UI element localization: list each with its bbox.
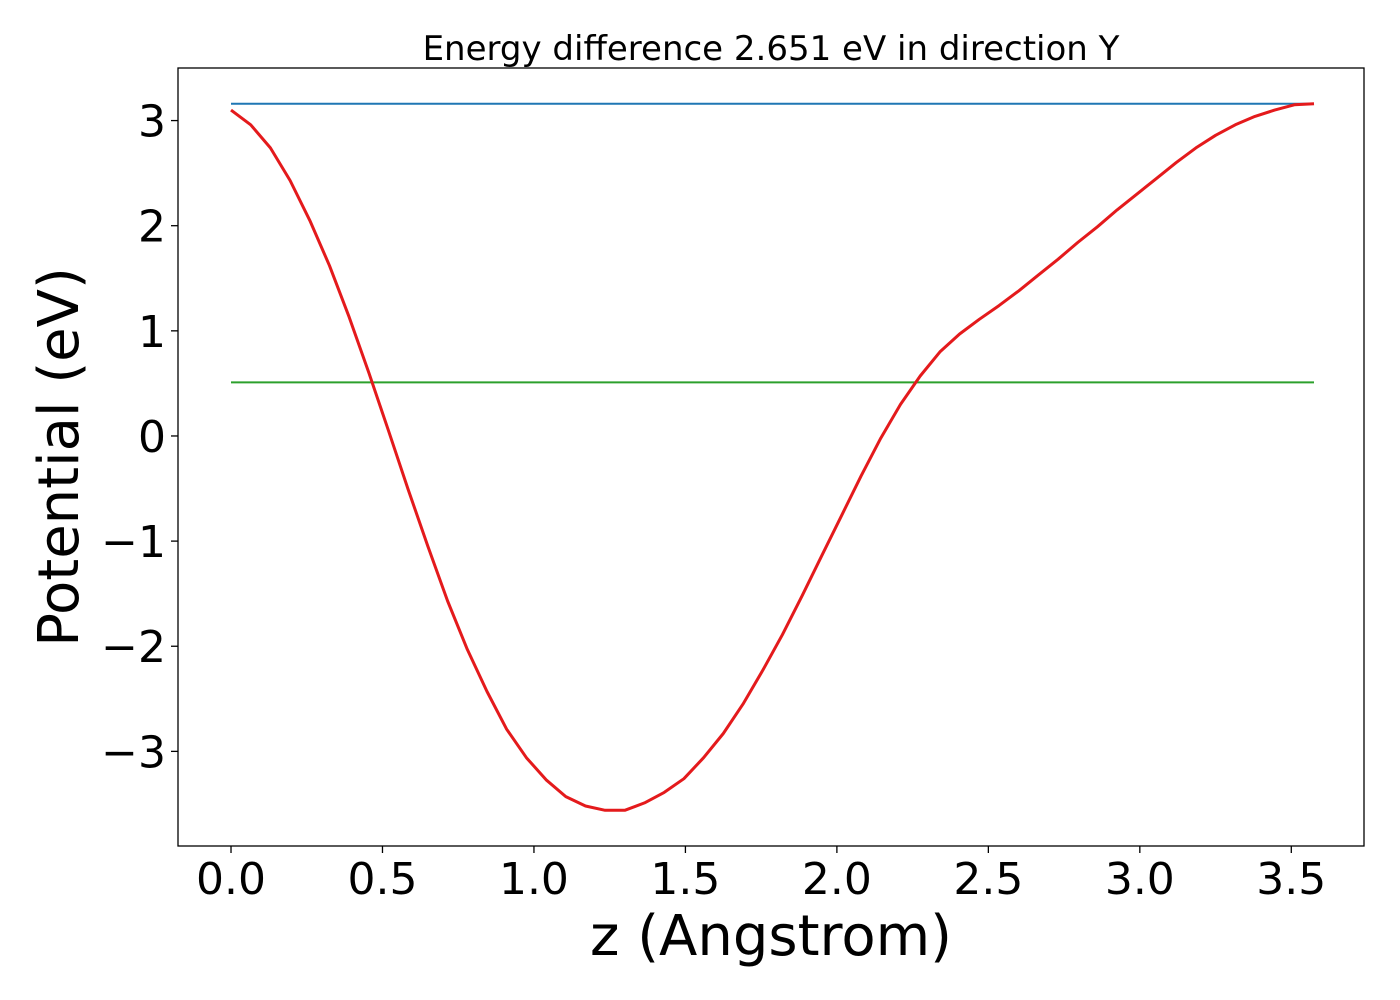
x-tick-label: 3.5	[1256, 854, 1326, 905]
x-axis-ticks: 0.0 0.5 1.0 1.5 2.0 2.5 3.0 3.5	[196, 846, 1326, 905]
x-tick-label: 0.5	[347, 854, 417, 905]
x-tick-label: 2.0	[802, 854, 872, 905]
y-axis-ticks: 3 2 1 0 −1 −2 −3	[101, 97, 178, 778]
y-tick-label: 0	[138, 412, 166, 463]
y-tick-label: 2	[138, 202, 166, 253]
y-tick-label: 1	[138, 307, 166, 358]
x-tick-label: 1.5	[650, 854, 720, 905]
x-tick-label: 3.0	[1105, 854, 1175, 905]
x-tick-label: 0.0	[196, 854, 266, 905]
series-line-1	[230, 102, 1315, 812]
plot-area-frame	[177, 67, 1365, 847]
y-tick-label: −3	[101, 727, 166, 778]
x-tick-label: 2.5	[953, 854, 1023, 905]
y-tick-label: −2	[101, 622, 166, 673]
chart-title: Energy difference 2.651 eV in direction …	[423, 29, 1120, 69]
y-axis-label: Potential (eV)	[27, 267, 92, 647]
y-tick-label: −1	[101, 517, 166, 568]
series-layer	[230, 102, 1315, 812]
x-tick-label: 1.0	[499, 854, 569, 905]
y-tick-label: 3	[138, 97, 166, 148]
x-axis-label: z (Angstrom)	[590, 904, 952, 969]
